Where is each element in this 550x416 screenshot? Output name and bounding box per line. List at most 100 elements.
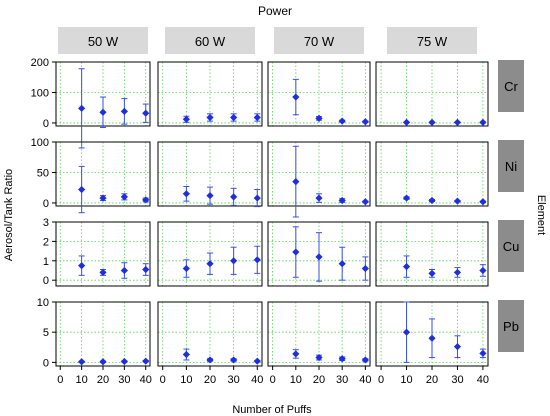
data-point <box>206 113 214 122</box>
x-tick-label: 0 <box>57 374 63 386</box>
data-point <box>99 108 107 116</box>
data-point <box>428 196 436 205</box>
row-header-label: Pb <box>503 319 519 334</box>
data-point <box>182 190 190 198</box>
panel <box>157 61 263 127</box>
data-point <box>292 350 300 358</box>
x-tick-label: 40 <box>140 374 152 386</box>
row-header: Ni <box>498 140 524 192</box>
x-tick-label: 0 <box>160 374 166 386</box>
data-point <box>361 356 369 364</box>
x-axis-title: Number of Puffs <box>232 404 312 416</box>
x-tick-label: 20 <box>313 374 325 386</box>
x-tick-label: 40 <box>359 374 371 386</box>
top-title: Power <box>258 4 292 18</box>
x-tick-label: 20 <box>97 374 109 386</box>
data-point <box>253 113 261 122</box>
y-tick-label: 2 <box>43 236 49 248</box>
data-point <box>253 357 261 365</box>
column-header-box <box>387 27 477 54</box>
panel <box>375 141 489 207</box>
data-point <box>292 178 300 186</box>
row-header-box <box>498 60 524 112</box>
data-point <box>338 196 346 205</box>
y-tick-label: 0 <box>43 118 49 130</box>
panel <box>267 221 371 287</box>
data-point <box>78 358 86 366</box>
panel-frame <box>55 141 151 207</box>
data-point <box>78 262 86 270</box>
data-point <box>453 197 462 205</box>
row-header: Cu <box>498 220 524 272</box>
column-header-label: 60 W <box>195 34 226 49</box>
column-headers: 50 W 60 W 70 W 75 W <box>58 27 477 54</box>
data-point <box>142 265 150 274</box>
data-point <box>142 196 150 204</box>
data-point <box>315 253 323 261</box>
data-point <box>338 355 346 363</box>
column-header-box <box>165 27 255 54</box>
data-point <box>120 107 128 115</box>
row-header-label: Ni <box>505 159 517 174</box>
data-point <box>230 257 238 265</box>
panel-frame <box>157 61 263 127</box>
row-header-box <box>498 220 524 272</box>
panel <box>267 61 371 127</box>
panel: 0 10 20 30 40 <box>267 301 371 386</box>
panel <box>375 221 489 287</box>
data-point <box>182 115 190 123</box>
data-point <box>428 269 436 277</box>
data-point <box>428 334 436 342</box>
y-tick-label: 1 <box>43 256 49 268</box>
panel: 0 10 20 30 40 <box>157 301 263 386</box>
panel-frame <box>375 61 489 127</box>
column-header-label: 70 W <box>304 34 335 49</box>
data-point <box>230 356 238 364</box>
panel-frame <box>375 221 489 287</box>
x-tick-label: 0 <box>378 374 384 386</box>
data-point <box>402 118 411 126</box>
data-point <box>120 357 128 366</box>
row-header: Cr <box>498 60 524 112</box>
column-header-label: 75 W <box>417 34 448 49</box>
x-tick-label: 40 <box>477 374 489 386</box>
data-point <box>182 264 190 273</box>
data-point <box>402 328 411 336</box>
data-point <box>361 198 369 206</box>
column-header: 60 W <box>165 27 255 54</box>
panel-frame <box>55 221 151 287</box>
y-tick-label: 200 <box>31 57 49 69</box>
y-tick-label: 0 <box>43 357 49 369</box>
data-point <box>402 263 411 271</box>
y-tick-label: 3 <box>43 217 49 229</box>
data-point <box>479 118 487 126</box>
data-point <box>120 193 128 201</box>
x-tick-label: 20 <box>204 374 216 386</box>
data-point <box>142 109 150 117</box>
data-point <box>428 118 436 126</box>
column-header-box <box>58 27 148 54</box>
panel-frame <box>267 61 371 127</box>
row-header-label: Cu <box>503 239 520 254</box>
data-point <box>315 194 323 202</box>
column-header-box <box>274 27 364 54</box>
data-point <box>78 185 86 194</box>
panel <box>157 141 263 208</box>
data-point <box>230 113 238 122</box>
x-tick-label: 0 <box>270 374 276 386</box>
panel-frame <box>157 141 263 207</box>
x-tick-label: 10 <box>400 374 412 386</box>
data-point <box>292 93 300 101</box>
right-title: Element <box>535 195 547 235</box>
panel-frame <box>267 221 371 287</box>
data-point <box>206 356 214 364</box>
data-point <box>292 248 300 256</box>
data-point <box>120 266 128 275</box>
row-header: Pb <box>498 300 524 352</box>
data-point <box>479 198 487 206</box>
panel: 0 10 20 30 40 <box>375 301 489 386</box>
data-point <box>453 268 462 277</box>
column-header-label: 50 W <box>88 34 119 49</box>
